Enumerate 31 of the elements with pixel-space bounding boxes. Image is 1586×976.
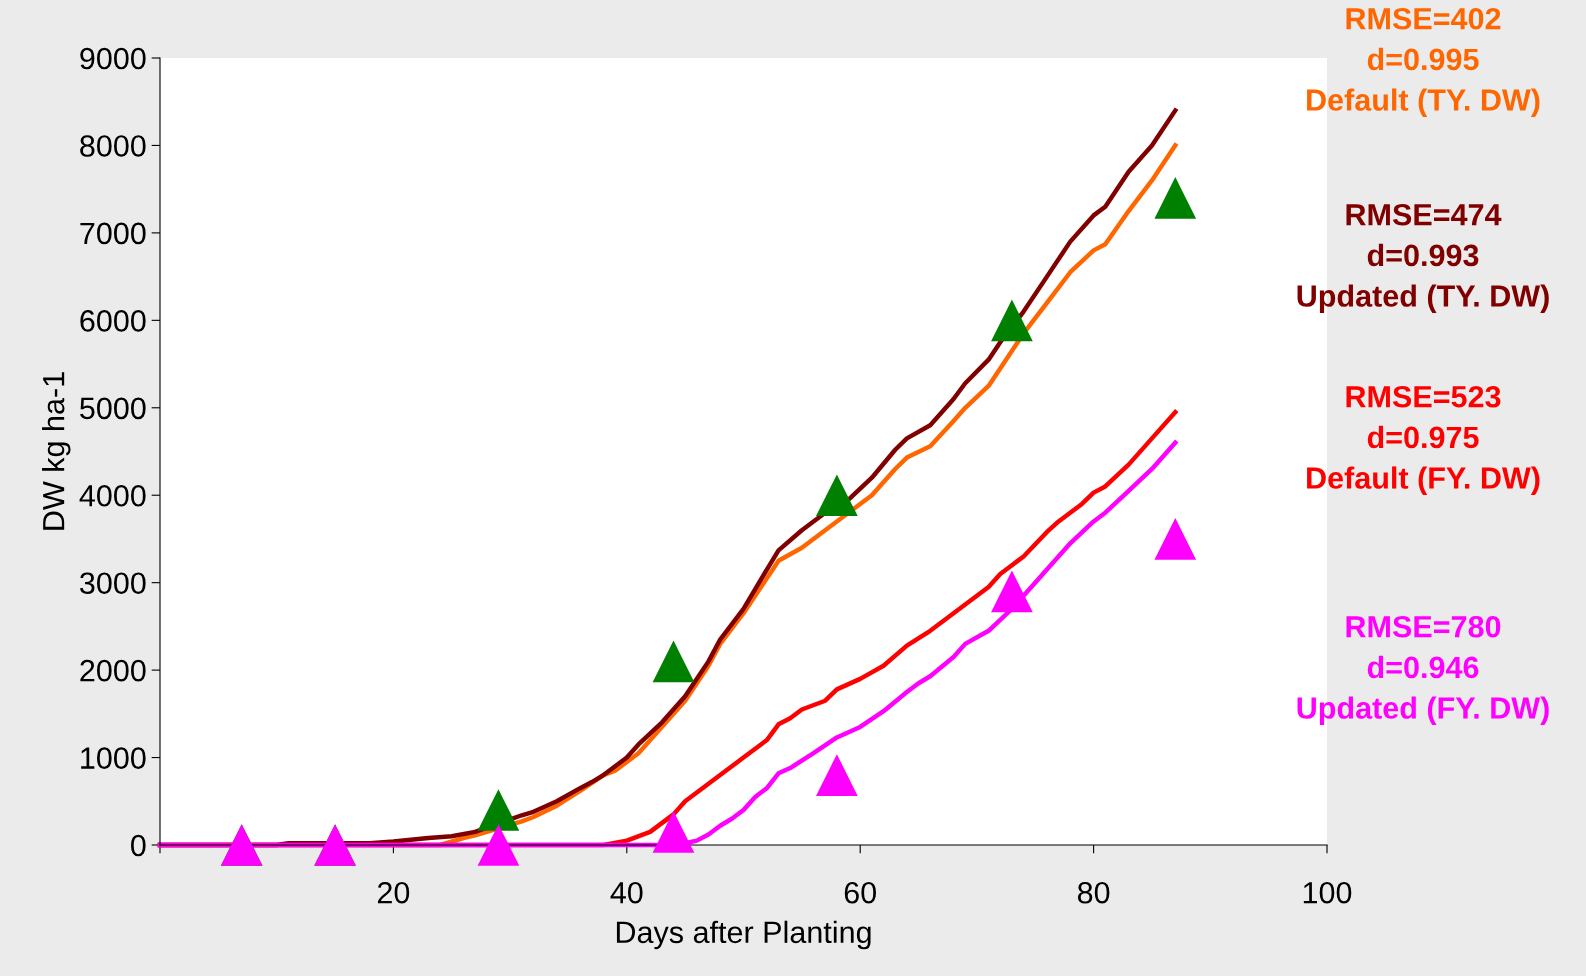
- point: [477, 789, 520, 831]
- point: [1154, 518, 1197, 560]
- x-axis-title: Days after Planting: [616, 920, 871, 950]
- y-axis-title: DW kg ha-1: [42, 372, 71, 530]
- y-tick-label: 4000: [79, 484, 146, 507]
- text: RMSE=780 d=0.946 Updated (FY. DW): [1297, 615, 1549, 725]
- y-tick-label: 9000: [80, 47, 146, 70]
- x-tick-label: 60: [844, 881, 876, 904]
- y-tick-label: 3000: [80, 572, 146, 595]
- x-tick-label: 100: [1303, 881, 1352, 904]
- point: [652, 640, 695, 683]
- point: [1154, 177, 1197, 219]
- y-tick-label: 2000: [80, 659, 146, 682]
- text: RMSE=523 d=0.975 Default (FY. DW): [1307, 385, 1540, 495]
- x-tick-label: 80: [1077, 881, 1110, 904]
- y-tick-label: 6000: [80, 310, 146, 332]
- text: RMSE=402 d=0.995 Default (TY. DW): [1307, 7, 1540, 117]
- point: [652, 811, 695, 853]
- point: [991, 299, 1033, 342]
- y-tick-label: 7000: [80, 222, 146, 245]
- point: [816, 474, 858, 517]
- y-tick-label: 0: [131, 834, 146, 857]
- y-tick-label: 5000: [80, 397, 146, 420]
- x-tick-label: 20: [377, 881, 410, 904]
- x-tick-label: 40: [610, 881, 643, 904]
- text: RMSE=474 d=0.993 Updated (TY. DW): [1297, 203, 1549, 313]
- point: [991, 570, 1033, 613]
- point: [816, 754, 858, 796]
- y-tick-label: 8000: [80, 135, 146, 157]
- point: [477, 824, 520, 866]
- y-tick-label: 1000: [81, 747, 146, 769]
